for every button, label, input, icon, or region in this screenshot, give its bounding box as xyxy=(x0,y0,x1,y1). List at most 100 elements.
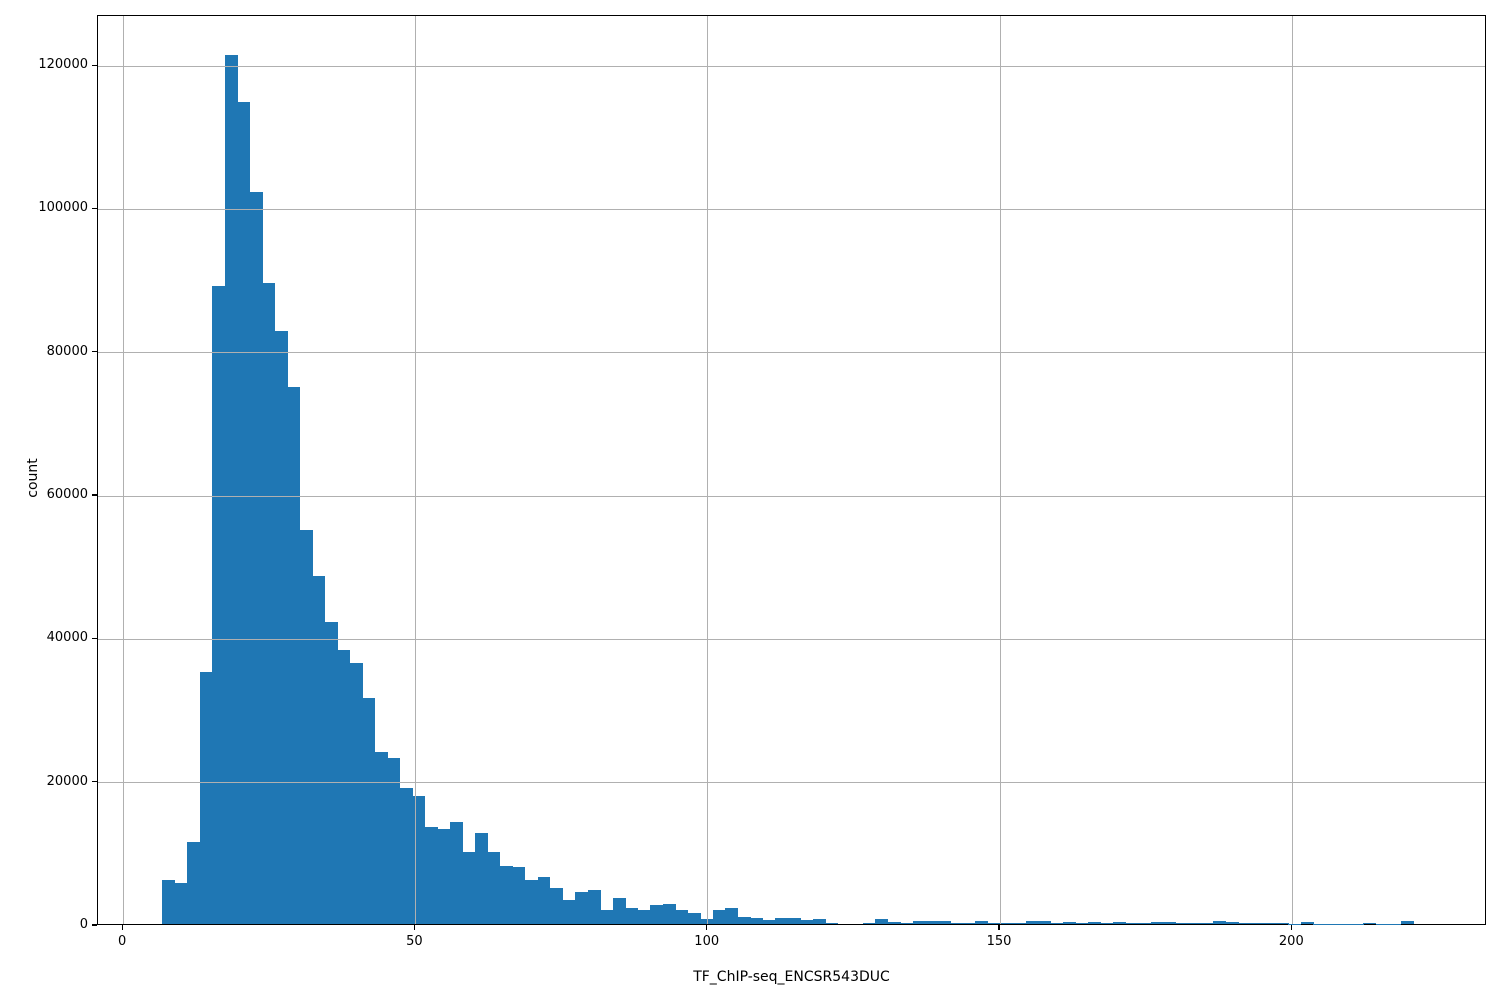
histogram-bar xyxy=(362,697,376,924)
histogram-bar xyxy=(875,918,889,924)
histogram-bar xyxy=(575,891,588,924)
histogram-bar xyxy=(512,867,526,924)
histogram-bar xyxy=(1100,923,1114,924)
histogram-bar xyxy=(712,909,726,924)
y-tick-label: 20000 xyxy=(46,773,88,789)
histogram-bar xyxy=(349,663,363,924)
y-tick-mark xyxy=(92,781,97,783)
histogram-bar xyxy=(1163,921,1176,924)
y-tick-label: 100000 xyxy=(38,200,88,216)
histogram-bar xyxy=(1225,921,1239,924)
y-tick-mark xyxy=(92,207,97,210)
histogram-bar xyxy=(687,912,701,924)
histogram-bar xyxy=(1263,923,1277,924)
histogram-bar xyxy=(487,851,501,924)
x-tick-label: 150 xyxy=(986,934,1012,949)
histogram-bar xyxy=(787,918,801,924)
histogram-bar xyxy=(1113,921,1126,924)
histogram-bar xyxy=(1038,921,1051,924)
histogram-bar xyxy=(1300,922,1314,924)
histogram-bar xyxy=(312,575,326,924)
x-gridline-50 xyxy=(414,16,416,924)
y-tick-label: 120000 xyxy=(38,57,88,73)
histogram-bar xyxy=(750,918,764,924)
histogram-bar xyxy=(1400,921,1414,924)
histogram-bar xyxy=(500,865,513,924)
x-gridline-150 xyxy=(999,16,1001,924)
histogram-bar xyxy=(775,918,789,924)
histogram-bar xyxy=(675,909,689,924)
histogram-bar xyxy=(437,829,451,924)
y-gridline-100000 xyxy=(98,208,1485,210)
x-tick-mark xyxy=(998,925,1000,930)
histogram-bar xyxy=(925,920,939,924)
x-tick-label: 50 xyxy=(406,934,423,949)
histogram-bar xyxy=(1013,923,1026,924)
y-gridline-120000 xyxy=(98,65,1485,67)
x-tick-mark xyxy=(706,925,708,930)
histogram-bar xyxy=(287,387,301,924)
histogram-bar xyxy=(387,758,401,924)
histogram-bar xyxy=(1088,921,1101,924)
histogram-bar xyxy=(1000,923,1014,924)
histogram-bar xyxy=(937,920,951,924)
histogram-bar xyxy=(1213,921,1227,924)
histogram-bar xyxy=(1363,922,1377,924)
histogram-bar xyxy=(525,880,538,924)
y-gridline-60000 xyxy=(98,495,1485,497)
x-gridline-200 xyxy=(1291,16,1293,924)
y-tick-mark xyxy=(92,924,97,926)
histogram-bar xyxy=(199,671,213,924)
plot-area xyxy=(97,15,1486,925)
histogram-bar xyxy=(224,54,238,924)
y-tick-label: 80000 xyxy=(46,343,88,359)
histogram-bar xyxy=(1150,921,1164,924)
histogram-bar xyxy=(662,903,676,924)
y-tick-mark xyxy=(92,637,97,639)
histogram-bar xyxy=(912,920,926,924)
histogram-bar xyxy=(324,622,338,924)
histogram-bar xyxy=(562,899,576,924)
histogram-bar xyxy=(237,102,251,924)
x-tick-label: 200 xyxy=(1278,934,1304,949)
histogram-bar xyxy=(1200,923,1214,924)
y-tick-label: 60000 xyxy=(46,487,88,503)
x-tick-mark xyxy=(413,925,416,930)
histogram-bar xyxy=(174,883,188,924)
histogram-bar xyxy=(700,919,714,924)
histogram-bar xyxy=(650,905,664,924)
y-gridline-20000 xyxy=(98,782,1485,784)
y-tick-mark xyxy=(92,64,97,66)
histogram-bar xyxy=(612,898,626,924)
histogram-bar xyxy=(462,851,476,924)
x-tick-mark xyxy=(1290,925,1292,930)
histogram-bar xyxy=(450,821,463,924)
histogram-bar xyxy=(337,650,351,924)
histogram-bar xyxy=(1063,921,1076,924)
histogram-bar xyxy=(187,841,201,924)
y-tick-label: 40000 xyxy=(46,630,88,646)
histogram-bar xyxy=(900,922,914,924)
histogram-bar xyxy=(862,923,876,924)
histogram-bar xyxy=(550,888,563,924)
histogram-bar xyxy=(637,909,651,924)
x-tick-label: 0 xyxy=(117,934,127,949)
y-tick-mark xyxy=(92,351,97,353)
x-axis-label: TF_ChIP-seq_ENCSR543DUC xyxy=(693,969,890,985)
histogram-bar xyxy=(1075,923,1089,924)
histogram-bar xyxy=(975,920,989,924)
histogram-bar xyxy=(725,908,739,924)
histogram-bar xyxy=(162,879,176,924)
histogram-bar xyxy=(1275,923,1289,924)
histogram-bar xyxy=(1188,922,1201,924)
histogram-bar xyxy=(262,282,276,924)
histogram-bar xyxy=(800,920,814,924)
histogram-bar xyxy=(587,890,601,924)
histogram-bar xyxy=(962,923,976,924)
x-gridline-100 xyxy=(707,16,709,924)
histogram-bar xyxy=(1238,923,1252,924)
y-gridline-80000 xyxy=(98,352,1485,354)
histogram-bar xyxy=(950,922,964,924)
y-tick-label: 0 xyxy=(79,917,88,932)
histogram-bar xyxy=(1125,923,1139,924)
